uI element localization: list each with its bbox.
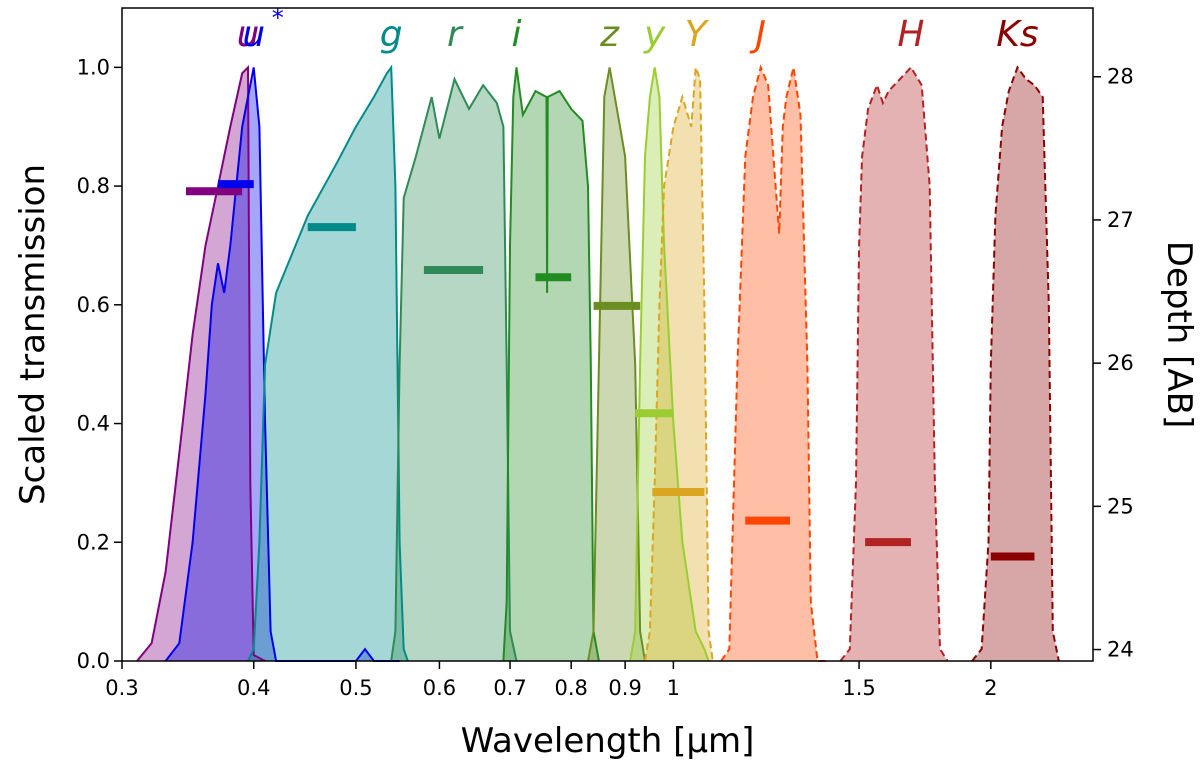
band-fills (137, 67, 1059, 661)
band-curve-y (629, 67, 710, 662)
band-label-u: u (237, 14, 260, 55)
band-fill-u-star (165, 67, 400, 661)
y-tick-label: 0.0 (77, 649, 110, 673)
x-tick-label: 0.3 (105, 676, 138, 700)
band-curve-r (390, 76, 518, 662)
band-label-r: r (447, 14, 464, 55)
y2-tick-label: 25 (1107, 494, 1134, 518)
band-fill-h (840, 67, 948, 661)
band-fill-i (503, 67, 599, 661)
y-axis-label: Scaled transmission (13, 164, 53, 505)
band-curves (136, 64, 1060, 662)
y2-tick-label: 27 (1107, 208, 1134, 232)
y-tick-label: 1.0 (77, 55, 110, 79)
band-label-y: Y (685, 14, 710, 55)
band-curve-u (136, 64, 266, 662)
band-fill-ks (972, 67, 1059, 661)
band-curve-j (720, 64, 828, 662)
band-label-z: z (599, 14, 620, 55)
band-curve-y (644, 67, 714, 662)
y-tick-label: 0.6 (77, 293, 110, 317)
x-tick-label: 2 (984, 676, 997, 700)
plot-frame (121, 7, 1094, 662)
x-tick-label: 1 (667, 676, 680, 700)
band-label-h: H (897, 14, 924, 55)
band-curve-i (502, 67, 600, 662)
band-label-ks: Ks (996, 14, 1038, 55)
y-axis-ticks: 0.0 0.2 0.4 0.6 0.8 1.0 (77, 55, 122, 673)
y2-tick-label: 26 (1107, 351, 1134, 375)
y2-tick-label: 24 (1107, 638, 1134, 662)
y2-tick-label: 28 (1107, 65, 1134, 89)
band-curve-u-star (164, 67, 400, 662)
band-label-g: g (380, 14, 403, 55)
band-fill-g (248, 67, 408, 661)
band-label-y: y (643, 14, 666, 55)
band-fill-y (645, 67, 713, 661)
y2-axis-label: Depth [AB] (1159, 241, 1199, 428)
depth-markers (186, 180, 1035, 561)
band-label-u-star: u (242, 14, 265, 55)
y-tick-label: 0.4 (77, 412, 110, 436)
band-fill-r (391, 79, 517, 661)
x-tick-label: 0.8 (554, 676, 587, 700)
y-tick-label: 0.2 (77, 530, 110, 554)
x-tick-label: 0.5 (339, 676, 372, 700)
x-tick-label: 0.7 (493, 676, 526, 700)
band-curve-h (839, 65, 949, 662)
x-tick-label: 0.6 (423, 676, 456, 700)
band-label-i: i (512, 14, 522, 55)
y-tick-label: 0.8 (77, 174, 110, 198)
band-label-j: J (749, 14, 766, 55)
band-fill-j (721, 67, 828, 661)
y2-axis-ticks: 24 25 26 27 28 (1093, 65, 1134, 662)
band-label-suffix-u-star: * (272, 4, 284, 32)
x-tick-label: 0.4 (237, 676, 270, 700)
x-tick-label: 1.5 (842, 676, 875, 700)
band-labels: uu * g r i z y Y J H Ks (237, 4, 1039, 55)
x-axis-ticks: 0.3 0.4 0.5 0.6 0.7 0.8 0.9 1 1.5 2 (105, 661, 997, 700)
x-tick-label: 0.9 (608, 676, 641, 700)
band-curve-ks (971, 65, 1060, 662)
band-curve-z (587, 67, 646, 662)
x-axis-label: Wavelength [μm] (461, 721, 755, 761)
